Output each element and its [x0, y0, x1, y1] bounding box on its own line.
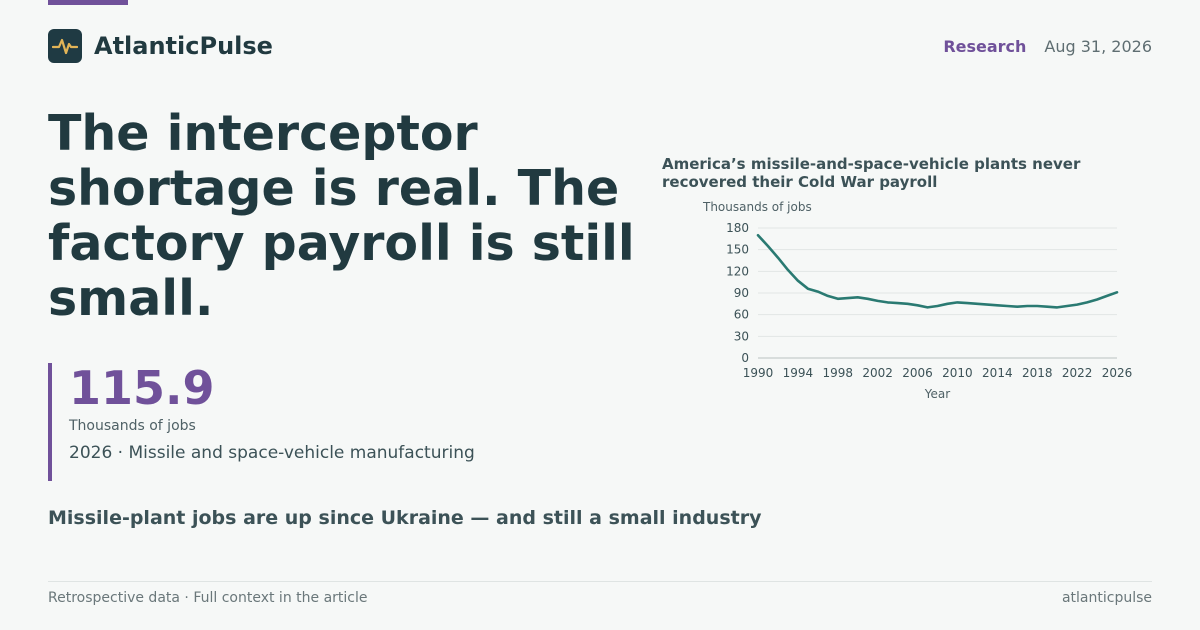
y-axis-label: Thousands of jobs — [702, 200, 812, 214]
section-link[interactable]: Research — [943, 36, 1027, 56]
header: AtlanticPulse Research Aug 31, 2026 — [48, 28, 1152, 64]
x-tick-label: 2022 — [1062, 366, 1093, 380]
x-tick-label: 2026 — [1102, 366, 1133, 380]
chart-title: America’s missile-and-space-vehicle plan… — [662, 155, 1081, 191]
footer-brand[interactable]: atlanticpulse — [1061, 590, 1152, 606]
publish-date: Aug 31, 2026 — [1044, 36, 1152, 56]
footer-divider — [48, 581, 1152, 582]
footer: Retrospective data · Full context in the… — [48, 590, 1152, 606]
headline: The interceptor shortage is real. The fa… — [48, 105, 635, 327]
subheadline: Missile-plant jobs are up since Ukraine … — [48, 507, 762, 529]
x-tick-label: 2018 — [1022, 366, 1053, 380]
stat-caption: 2026 · Missile and space-vehicle manufac… — [69, 443, 475, 463]
stat-unit: Thousands of jobs — [69, 418, 196, 434]
chart-series — [756, 233, 1119, 309]
y-tick-label: 120 — [726, 264, 749, 278]
footer-note: Retrospective data · Full context in the… — [48, 590, 368, 606]
chart-axes: Thousands of jobs 0 30 60 90 120 150 180 1990 199… — [702, 200, 1132, 401]
y-tick-label: 150 — [726, 243, 749, 257]
x-tick-label: 2002 — [862, 366, 893, 380]
y-tick-label: 90 — [734, 286, 749, 300]
payroll-chart: America’s missile-and-space-vehicle plan… — [662, 155, 1152, 405]
key-stat: 115.9 Thousands of jobs 2026 · Missile a… — [48, 363, 475, 481]
x-tick-label: 1998 — [823, 366, 854, 380]
chart-grid — [758, 227, 1117, 359]
x-tick-label: 1990 — [743, 366, 774, 380]
y-tick-label: 0 — [741, 351, 749, 365]
pulse-logo-icon — [48, 29, 82, 63]
stat-value: 115.9 — [69, 361, 215, 415]
top-accent-bar — [48, 0, 128, 5]
x-axis-label: Year — [924, 387, 950, 401]
y-tick-label: 180 — [726, 221, 749, 235]
y-tick-label: 60 — [734, 308, 749, 322]
x-tick-label: 2006 — [902, 366, 933, 380]
brand[interactable]: AtlanticPulse — [48, 29, 273, 63]
x-tick-label: 1994 — [783, 366, 814, 380]
brand-name: AtlanticPulse — [94, 32, 273, 60]
series-line — [756, 233, 1119, 309]
chart-plot: Thousands of jobs 0 30 60 90 120 150 180 1990 199… — [702, 200, 1132, 401]
article-meta: Research Aug 31, 2026 — [943, 37, 1152, 56]
y-tick-label: 30 — [734, 329, 749, 343]
x-tick-label: 2010 — [942, 366, 973, 380]
x-tick-label: 2014 — [982, 366, 1013, 380]
